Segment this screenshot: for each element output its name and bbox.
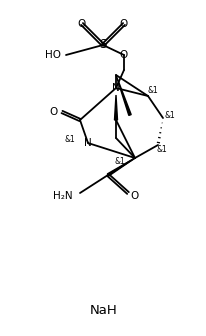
Polygon shape	[114, 95, 117, 120]
Text: &1: &1	[114, 158, 125, 167]
Text: O: O	[119, 50, 128, 60]
Text: &1: &1	[156, 145, 167, 155]
Text: NaH: NaH	[90, 303, 117, 317]
Text: O: O	[77, 19, 86, 29]
Text: O: O	[119, 19, 128, 29]
Text: &1: &1	[64, 135, 75, 144]
Text: &1: &1	[164, 112, 174, 121]
Text: S: S	[99, 39, 106, 51]
Text: H₂N: H₂N	[53, 191, 73, 201]
Text: HO: HO	[45, 50, 61, 60]
Text: O: O	[130, 191, 138, 201]
Polygon shape	[107, 158, 134, 176]
Polygon shape	[115, 75, 131, 115]
Text: O: O	[50, 107, 58, 117]
Text: N: N	[84, 138, 91, 148]
Text: &1: &1	[147, 86, 158, 95]
Text: N: N	[112, 83, 119, 93]
